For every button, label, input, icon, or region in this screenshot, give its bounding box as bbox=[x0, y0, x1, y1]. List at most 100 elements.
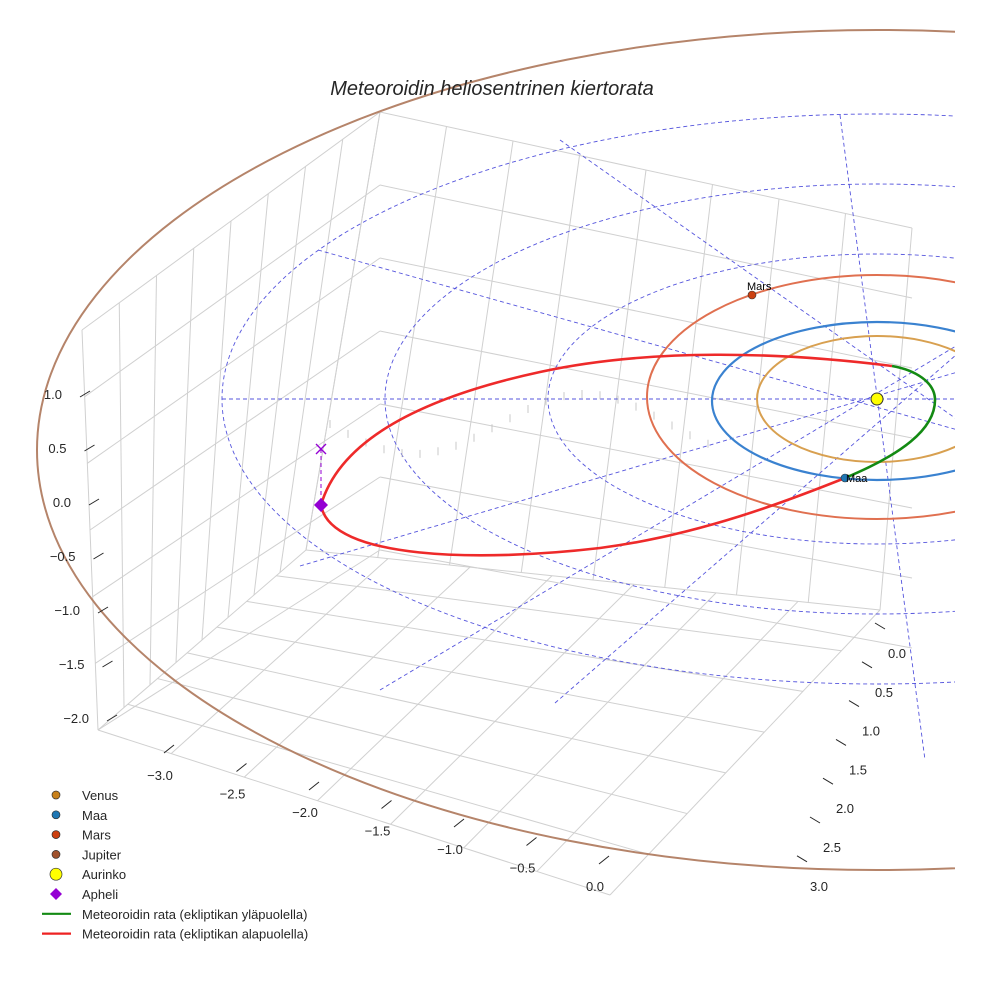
reference-ray bbox=[379, 346, 955, 691]
grid-line bbox=[305, 111, 381, 551]
grid-line bbox=[81, 111, 381, 331]
x-tick-label: −3.0 bbox=[147, 768, 173, 783]
legend-label: Jupiter bbox=[82, 847, 122, 862]
z-tick-label: −2.0 bbox=[63, 711, 89, 726]
meteoroid-orbit-above-ecliptic bbox=[844, 364, 937, 480]
grid-line bbox=[536, 601, 799, 872]
z-tick bbox=[97, 606, 109, 614]
grid-line bbox=[89, 330, 381, 531]
y-tick-label: 0.5 bbox=[875, 685, 893, 700]
axis-panes-grid bbox=[81, 111, 913, 896]
jupiter-orbit bbox=[36, 29, 955, 871]
y-tick bbox=[874, 622, 886, 630]
z-tick bbox=[84, 444, 95, 452]
y-tick-label: 0.0 bbox=[888, 646, 906, 661]
chart-title: Meteoroidin heliosentrinen kiertorata bbox=[330, 78, 654, 100]
grid-line bbox=[379, 184, 913, 299]
grid-line bbox=[187, 652, 726, 774]
z-tick bbox=[106, 714, 118, 722]
z-tick bbox=[88, 498, 100, 506]
grid-line bbox=[592, 169, 647, 581]
grid-line bbox=[379, 257, 913, 369]
grid-line bbox=[95, 476, 381, 664]
grid-line bbox=[87, 257, 381, 464]
aphelion-projection-x-icon bbox=[315, 443, 327, 455]
y-tick bbox=[796, 855, 808, 863]
grid-line bbox=[449, 140, 514, 566]
grid-line bbox=[127, 703, 649, 855]
grid-line bbox=[879, 227, 913, 611]
grid-line bbox=[379, 403, 913, 509]
earth-label: Maa bbox=[846, 473, 868, 485]
x-tick-label: −2.5 bbox=[220, 787, 246, 802]
mars-marker bbox=[747, 290, 757, 300]
grid-line bbox=[520, 155, 580, 573]
legend-marker-icon bbox=[51, 790, 61, 800]
x-tick bbox=[526, 837, 537, 846]
legend: Venus Maa Mars Jupiter Aurinko Apheli Meteoroi… bbox=[42, 788, 308, 942]
y-tick-label: 1.0 bbox=[862, 724, 880, 739]
legend-marker-icon bbox=[51, 830, 61, 839]
legend-marker-icon bbox=[51, 810, 61, 820]
grid-line bbox=[807, 213, 846, 603]
x-tick bbox=[163, 744, 175, 754]
grid-line bbox=[97, 729, 611, 896]
grid-line bbox=[664, 184, 713, 588]
grid-line bbox=[149, 275, 157, 686]
grid-line bbox=[463, 592, 717, 849]
grid-line bbox=[243, 566, 471, 778]
x-tick bbox=[453, 818, 465, 828]
z-tick bbox=[93, 552, 104, 560]
x-tick bbox=[598, 855, 610, 865]
earth-orbit bbox=[710, 320, 955, 482]
x-tick bbox=[236, 763, 247, 772]
x-tick bbox=[381, 800, 392, 809]
legend-marker-icon bbox=[51, 850, 61, 859]
axis-ticks: 1.0 0.5 0.0 −0.5 −1.0 −1.5 −2.0 −3.0 −2.5 −2.0 −1.… bbox=[44, 387, 906, 894]
reference-ray bbox=[317, 249, 955, 430]
grid-line bbox=[390, 583, 635, 825]
y-tick bbox=[822, 777, 834, 785]
z-tick-label: 0.5 bbox=[48, 441, 66, 456]
grid-line bbox=[118, 302, 125, 708]
sun-marker bbox=[870, 392, 884, 406]
z-tick-label: −1.5 bbox=[59, 657, 85, 672]
grid-line bbox=[246, 600, 803, 692]
y-tick-label: 3.0 bbox=[810, 879, 828, 894]
grid-line bbox=[97, 549, 307, 731]
y-tick bbox=[861, 661, 873, 669]
x-tick-label: −1.5 bbox=[365, 824, 391, 839]
grid-line bbox=[97, 549, 381, 731]
grid-line bbox=[379, 330, 913, 439]
grid-line bbox=[92, 403, 381, 598]
meteoroid-orbit-below-ecliptic bbox=[319, 353, 893, 557]
y-tick-label: 2.0 bbox=[836, 801, 854, 816]
grid-line bbox=[609, 609, 881, 896]
reference-ray bbox=[839, 114, 926, 761]
legend-label: Maa bbox=[82, 808, 108, 823]
mars-orbit bbox=[646, 274, 955, 520]
x-tick-label: −2.0 bbox=[292, 805, 318, 820]
grid-line bbox=[279, 139, 344, 573]
y-tick bbox=[809, 816, 821, 824]
legend-marker-icon bbox=[49, 867, 63, 881]
reference-ray bbox=[554, 355, 955, 704]
x-tick-label: 0.0 bbox=[586, 879, 604, 894]
grid-line bbox=[305, 549, 881, 611]
z-tick bbox=[102, 660, 113, 668]
z-tick-label: 1.0 bbox=[44, 387, 62, 402]
ecliptic-reference-grid bbox=[221, 113, 955, 761]
earth-marker bbox=[840, 473, 850, 483]
x-tick-label: −1.0 bbox=[437, 842, 463, 857]
y-tick bbox=[848, 700, 860, 708]
y-tick-label: 1.5 bbox=[849, 762, 867, 777]
grid-line bbox=[276, 575, 842, 652]
grid-line bbox=[377, 126, 447, 558]
y-tick-label: 2.5 bbox=[823, 840, 841, 855]
mars-label: Mars bbox=[747, 281, 772, 293]
x-tick bbox=[308, 781, 320, 791]
x-tick-label: −0.5 bbox=[510, 861, 536, 876]
grid-line bbox=[201, 220, 232, 641]
grid-line bbox=[84, 184, 381, 398]
